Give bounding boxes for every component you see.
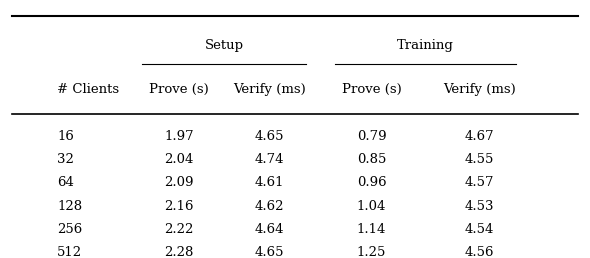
Text: Setup: Setup: [205, 39, 244, 52]
Text: 4.56: 4.56: [464, 246, 494, 258]
Text: 2.28: 2.28: [164, 246, 194, 258]
Text: 1.04: 1.04: [357, 199, 386, 213]
Text: 1.14: 1.14: [357, 223, 386, 236]
Text: 0.96: 0.96: [356, 176, 386, 189]
Text: 2.22: 2.22: [164, 223, 194, 236]
Text: 4.54: 4.54: [464, 223, 494, 236]
Text: 2.16: 2.16: [164, 199, 194, 213]
Text: Verify (ms): Verify (ms): [233, 83, 306, 96]
Text: 0.79: 0.79: [356, 131, 386, 143]
Text: 4.67: 4.67: [464, 131, 494, 143]
Text: 16: 16: [57, 131, 74, 143]
Text: # Clients: # Clients: [57, 83, 119, 96]
Text: 1.25: 1.25: [357, 246, 386, 258]
Text: Prove (s): Prove (s): [342, 83, 401, 96]
Text: 4.65: 4.65: [255, 131, 284, 143]
Text: 4.57: 4.57: [464, 176, 494, 189]
Text: 1.97: 1.97: [164, 131, 194, 143]
Text: Verify (ms): Verify (ms): [442, 83, 516, 96]
Text: 4.64: 4.64: [255, 223, 284, 236]
Text: 256: 256: [57, 223, 83, 236]
Text: 4.74: 4.74: [255, 154, 284, 166]
Text: Training: Training: [397, 39, 454, 52]
Text: Prove (s): Prove (s): [149, 83, 209, 96]
Text: 32: 32: [57, 154, 74, 166]
Text: 4.61: 4.61: [255, 176, 284, 189]
Text: 128: 128: [57, 199, 82, 213]
Text: 2.04: 2.04: [164, 154, 194, 166]
Text: 4.55: 4.55: [464, 154, 494, 166]
Text: 64: 64: [57, 176, 74, 189]
Text: 0.85: 0.85: [357, 154, 386, 166]
Text: 4.65: 4.65: [255, 246, 284, 258]
Text: 2.09: 2.09: [164, 176, 194, 189]
Text: 4.53: 4.53: [464, 199, 494, 213]
Text: 512: 512: [57, 246, 82, 258]
Text: 4.62: 4.62: [255, 199, 284, 213]
